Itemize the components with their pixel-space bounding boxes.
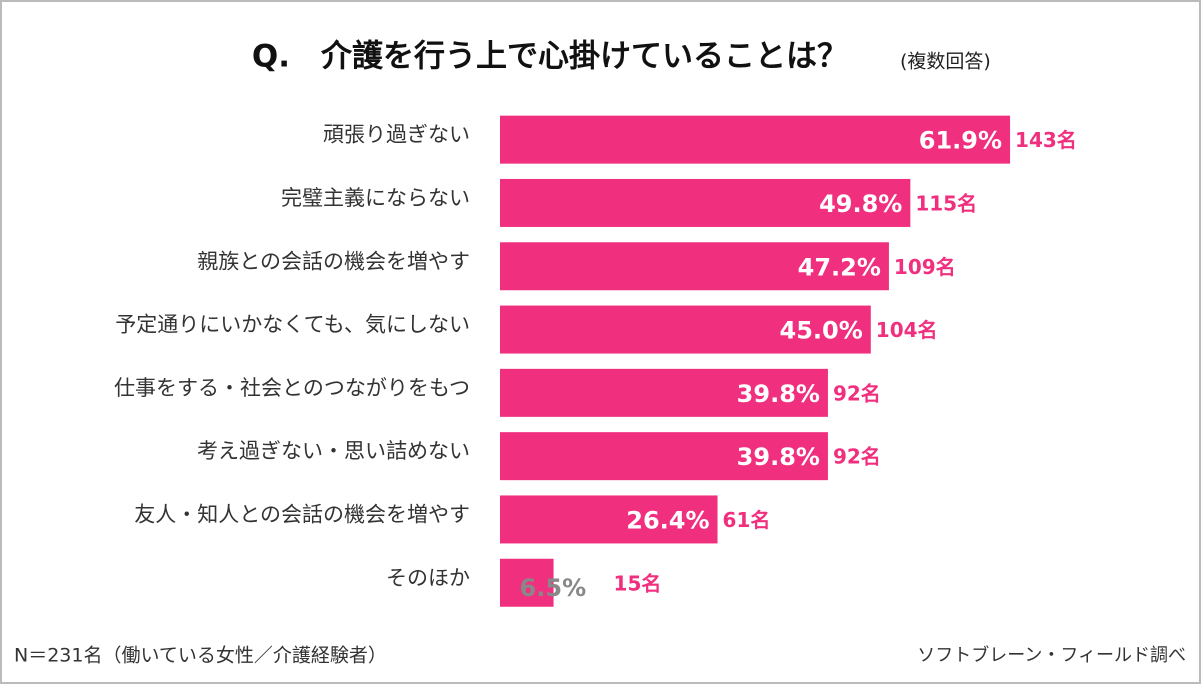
category-label: そのほか: [386, 566, 470, 590]
bar: [500, 495, 718, 544]
count-label: 143名: [1015, 128, 1077, 152]
bar: [500, 368, 828, 417]
category-label: 親族との会話の機会を増やす: [197, 249, 470, 273]
count-label: 104名: [876, 318, 938, 342]
value-label: 6.5%: [520, 574, 587, 602]
source: ソフトブレーン・フィールド調べ: [917, 644, 1186, 666]
value-label: 39.8%: [737, 443, 820, 471]
value-label: 61.9%: [919, 127, 1002, 155]
count-label: 92名: [833, 381, 881, 405]
category-label: 予定通りにいかなくても、気にしない: [115, 313, 470, 337]
count-label: 92名: [833, 445, 881, 469]
bar: [500, 178, 911, 227]
count-label: 109名: [894, 255, 956, 279]
value-label: 49.8%: [819, 190, 902, 218]
count-label: 15名: [614, 571, 662, 595]
note: N＝231名（働いている女性／介護経験者）: [14, 645, 387, 667]
bar: [500, 305, 871, 354]
category-label: 完璧主義にならない: [281, 186, 470, 210]
category-label: 仕事をする・社会とのつながりをもつ: [114, 376, 470, 400]
count-label: 61名: [723, 508, 771, 532]
count-label: 115名: [915, 191, 977, 215]
bar: [500, 242, 889, 291]
value-label: 45.0%: [780, 317, 863, 345]
value-label: 39.8%: [737, 380, 820, 408]
category-label: 友人・知人との会話の機会を増やす: [134, 502, 470, 526]
chart-subtitle: (複数回答): [900, 51, 991, 73]
value-label: 26.4%: [626, 506, 709, 534]
category-label: 考え過ぎない・思い詰めない: [197, 439, 470, 463]
bar: [500, 558, 554, 607]
category-label: 頑張り過ぎない: [323, 123, 470, 147]
bar: [500, 115, 1011, 164]
value-label: 47.2%: [798, 253, 881, 281]
bar: [500, 432, 828, 481]
chart-title: Q. 介護を行う上で心掛けていることは？: [252, 39, 848, 75]
